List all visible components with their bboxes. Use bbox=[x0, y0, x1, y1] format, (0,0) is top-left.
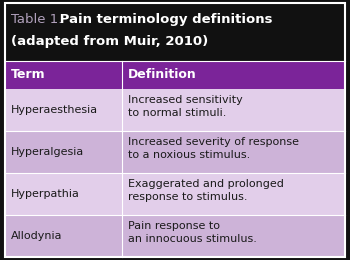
Text: Definition: Definition bbox=[128, 68, 197, 81]
Text: (adapted from Muir, 2010): (adapted from Muir, 2010) bbox=[11, 35, 208, 48]
Bar bbox=[5, 173, 345, 215]
Bar bbox=[5, 215, 345, 257]
Bar bbox=[5, 131, 345, 173]
Bar bbox=[5, 3, 345, 61]
Text: Increased severity of response
to a noxious stimulus.: Increased severity of response to a noxi… bbox=[128, 137, 299, 160]
Text: Hyperpathia: Hyperpathia bbox=[11, 189, 80, 199]
Bar bbox=[5, 89, 345, 131]
Text: Term: Term bbox=[11, 68, 46, 81]
Text: Hyperaesthesia: Hyperaesthesia bbox=[11, 105, 98, 115]
Text: Allodynia: Allodynia bbox=[11, 231, 63, 241]
Text: Table 1.: Table 1. bbox=[11, 13, 62, 26]
Text: Exaggerated and prolonged
response to stimulus.: Exaggerated and prolonged response to st… bbox=[128, 179, 284, 202]
Text: Pain terminology definitions: Pain terminology definitions bbox=[55, 13, 273, 26]
Text: Hyperalgesia: Hyperalgesia bbox=[11, 147, 84, 157]
Text: Pain response to
an innocuous stimulus.: Pain response to an innocuous stimulus. bbox=[128, 221, 257, 244]
Bar bbox=[5, 61, 345, 89]
Text: Increased sensitivity
to normal stimuli.: Increased sensitivity to normal stimuli. bbox=[128, 95, 243, 118]
